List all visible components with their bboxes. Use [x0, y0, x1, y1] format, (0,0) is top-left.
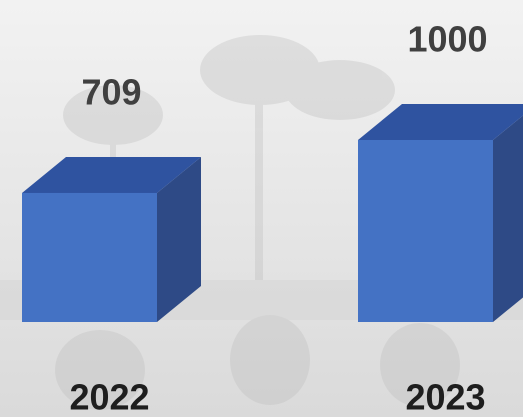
x-tick-label: 2022: [69, 377, 149, 417]
bar: [358, 140, 493, 322]
bar-side: [493, 115, 523, 322]
bar-top: [22, 156, 201, 193]
data-label: 709: [81, 71, 141, 112]
bar-side: [157, 156, 201, 322]
bar: [22, 192, 157, 322]
x-tick-label: 2023: [405, 377, 485, 417]
bar-top: [358, 104, 523, 140]
data-label: 1000: [407, 19, 487, 60]
